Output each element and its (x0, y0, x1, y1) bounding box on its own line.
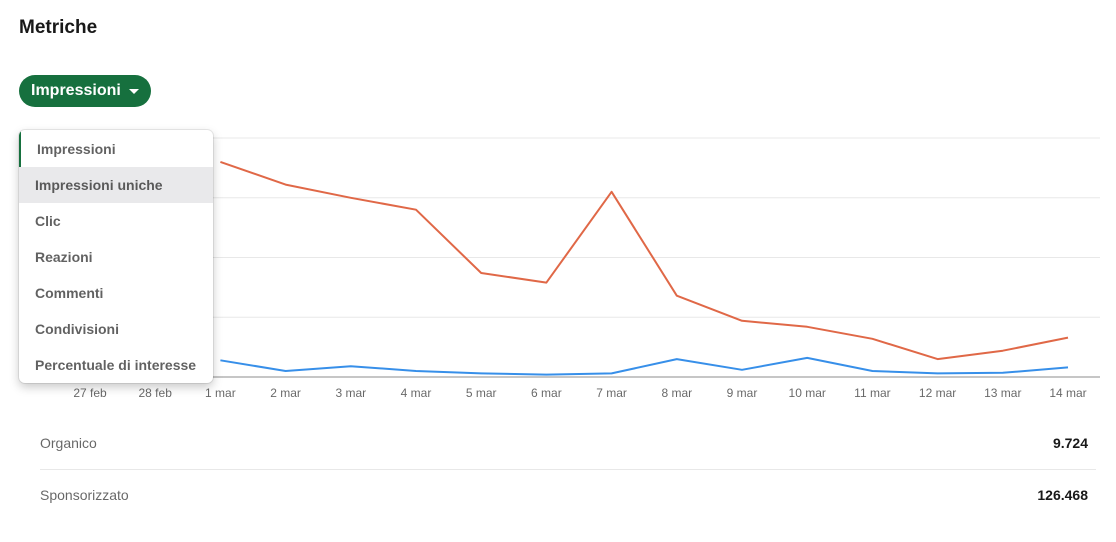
x-tick-label: 6 mar (531, 386, 562, 400)
x-tick-label: 3 mar (335, 386, 366, 400)
summary-label: Organico (40, 435, 97, 451)
x-tick-label: 2 mar (270, 386, 301, 400)
x-tick-label: 9 mar (727, 386, 758, 400)
menu-item-reazioni[interactable]: Reazioni (35, 249, 93, 265)
chart-lines (220, 160, 1069, 376)
menu-item-clic[interactable]: Clic (35, 213, 61, 229)
menu-item-impressioni-uniche[interactable]: Impressioni uniche (19, 167, 213, 203)
summary-row-organico: Organico 9.724 (40, 417, 1096, 469)
summary-label: Sponsorizzato (40, 487, 129, 503)
series-line-1 (220, 160, 1069, 361)
x-tick-label: 14 mar (1049, 386, 1086, 400)
x-tick-label: 4 mar (401, 386, 432, 400)
x-tick-label: 13 mar (984, 386, 1021, 400)
page-title: Metriche (19, 17, 98, 38)
x-tick-label: 10 mar (789, 386, 826, 400)
x-tick-label: 28 feb (139, 386, 173, 400)
metric-selector-button[interactable]: Impressioni (19, 75, 151, 107)
x-tick-label: 5 mar (466, 386, 497, 400)
x-tick-label: 1 mar (205, 386, 236, 400)
menu-item-commenti[interactable]: Commenti (35, 285, 104, 301)
x-tick-label: 8 mar (661, 386, 692, 400)
x-tick-label: 27 feb (73, 386, 107, 400)
summary-row-sponsorizzato: Sponsorizzato 126.468 (40, 469, 1096, 521)
x-tick-label: 12 mar (919, 386, 956, 400)
menu-item-condivisioni[interactable]: Condivisioni (35, 321, 119, 337)
x-tick-label: 7 mar (596, 386, 627, 400)
metric-selector-label: Impressioni (31, 82, 121, 99)
summary-value: 126.468 (1037, 487, 1088, 503)
caret-down-icon (128, 88, 139, 94)
metric-dropdown-menu: Impressioni Impressioni uniche Clic Reaz… (19, 130, 213, 383)
x-tick-label: 11 mar (854, 386, 890, 400)
chart-x-ticks: 27 feb 28 feb 1 mar 2 mar 3 mar 4 mar 5 mar 6 m… (73, 386, 1086, 400)
menu-item-impressioni[interactable]: Impressioni (19, 131, 213, 167)
chart-gridlines (40, 137, 1100, 378)
summary-value: 9.724 (1052, 435, 1088, 451)
metrics-line-chart: 27 feb 28 feb 1 mar 2 mar 3 mar 4 mar 5 mar 6 m… (40, 137, 1100, 400)
menu-item-percentuale-di-interesse[interactable]: Percentuale di interesse (35, 357, 197, 373)
summary-divider (40, 469, 1096, 470)
series-line-2 (220, 356, 1069, 376)
